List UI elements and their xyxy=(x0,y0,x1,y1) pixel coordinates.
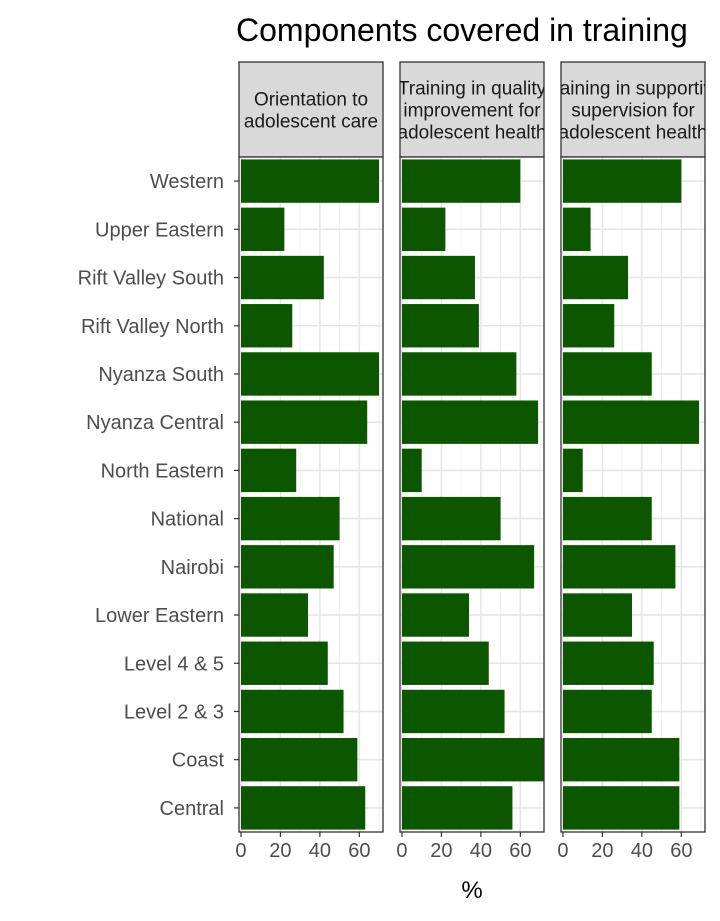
y-tick-label: Coast xyxy=(172,750,225,772)
panel-border xyxy=(238,156,384,833)
facet-strip-label: Training in quality xyxy=(398,79,547,100)
x-tick-label: 40 xyxy=(631,840,653,862)
bar xyxy=(562,737,680,782)
bar xyxy=(401,593,470,637)
bar xyxy=(240,496,340,541)
bar xyxy=(401,352,517,396)
bar xyxy=(240,207,285,252)
x-tick-label: 40 xyxy=(309,840,331,862)
x-tick-label: 20 xyxy=(269,840,291,862)
facet-strip-label: adolescent health xyxy=(559,123,708,144)
bar xyxy=(240,689,344,734)
x-tick-label: 0 xyxy=(396,840,407,862)
bar xyxy=(240,448,297,493)
bar xyxy=(240,159,380,203)
y-axis-labels: Western Upper Eastern Rift Valley South Rif… xyxy=(78,171,239,820)
bar xyxy=(240,545,334,589)
bar xyxy=(562,159,682,203)
facet-strip xyxy=(560,61,706,158)
x-tick-label: 20 xyxy=(430,840,452,862)
y-tick-label: Rift Valley North xyxy=(81,316,224,338)
bar xyxy=(240,593,309,637)
facet-strip xyxy=(238,61,384,158)
y-tick-label: Western xyxy=(150,171,224,193)
panel-border xyxy=(560,156,706,833)
bar xyxy=(401,207,446,252)
bar xyxy=(562,786,680,830)
y-tick-label: Central xyxy=(160,798,224,820)
x-tick-label: 60 xyxy=(348,840,370,862)
bar xyxy=(401,545,535,589)
x-tick-label: 60 xyxy=(670,840,692,862)
bar xyxy=(562,593,633,637)
bar xyxy=(562,641,654,685)
facet-strip-label: adolescent care xyxy=(244,112,378,133)
bar xyxy=(401,159,521,203)
bar xyxy=(240,641,328,685)
facet-strip-label: improvement for xyxy=(403,101,541,122)
bar xyxy=(562,496,652,541)
bar xyxy=(240,304,293,348)
bar xyxy=(562,448,583,493)
x-tick-label: 40 xyxy=(470,840,492,862)
bar xyxy=(562,400,700,444)
y-tick-label: Nairobi xyxy=(161,557,224,579)
y-tick-label: Upper Eastern xyxy=(95,219,224,241)
bar xyxy=(562,207,591,252)
bar xyxy=(240,400,368,444)
facet-strip-label: adolescent health xyxy=(398,123,547,144)
panel-border xyxy=(399,156,545,833)
y-tick-label: Level 2 & 3 xyxy=(124,701,224,723)
chart-title: Components covered in training xyxy=(236,12,688,48)
bar xyxy=(401,496,501,541)
bar xyxy=(401,689,505,734)
bar xyxy=(240,255,324,300)
y-tick-label: North Eastern xyxy=(101,460,224,482)
y-tick-label: Nyanza South xyxy=(98,364,224,386)
facet-strip-label: Training in supportive xyxy=(543,79,720,100)
bar xyxy=(401,255,475,300)
x-tick-label: 0 xyxy=(557,840,568,862)
y-tick-label: Lower Eastern xyxy=(95,605,224,627)
bar xyxy=(562,304,615,348)
x-tick-label: 60 xyxy=(509,840,531,862)
bar xyxy=(562,255,629,300)
facet-strip-label: supervision for xyxy=(571,101,695,122)
bar xyxy=(240,737,358,782)
bar xyxy=(562,352,652,396)
x-axis-title: % xyxy=(461,877,482,904)
y-tick-label: National xyxy=(151,509,224,531)
y-tick-label: Nyanza Central xyxy=(86,412,224,434)
bar xyxy=(401,786,513,830)
y-tick-label: Rift Valley South xyxy=(78,268,224,290)
bar xyxy=(401,737,544,782)
bar xyxy=(401,448,422,493)
bar xyxy=(562,689,652,734)
facet-strip-label: Orientation to xyxy=(254,90,368,111)
x-tick-label: 20 xyxy=(591,840,613,862)
bar xyxy=(401,304,479,348)
bar xyxy=(562,545,676,589)
bar xyxy=(401,400,539,444)
x-tick-label: 0 xyxy=(235,840,246,862)
bar xyxy=(240,352,380,396)
bar xyxy=(401,641,489,685)
bar xyxy=(240,786,366,830)
y-tick-label: Level 4 & 5 xyxy=(124,653,224,675)
